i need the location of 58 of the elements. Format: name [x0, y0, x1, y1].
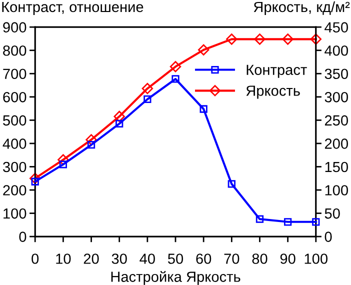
x-tick-label: 100 — [304, 254, 328, 264]
y2-tick-label: 0 — [324, 232, 332, 242]
x-tick-label: 70 — [224, 254, 240, 264]
y-tick-label: 400 — [2, 138, 26, 149]
y2-tick-label: 450 — [324, 22, 348, 33]
y2-tick-label: 50 — [324, 208, 340, 219]
point — [200, 105, 208, 113]
x-tick-label: 50 — [168, 254, 184, 264]
point — [312, 218, 320, 226]
y2-tick-label: 400 — [324, 45, 348, 56]
y-tick-label: 0 — [19, 232, 26, 242]
y2-axis-title: Яркость, кд/м² — [254, 1, 350, 16]
point — [256, 215, 264, 223]
x-tick-label: 60 — [196, 254, 212, 264]
point — [172, 75, 180, 83]
y-tick-label: 600 — [3, 92, 26, 102]
y-tick-label: 100 — [4, 208, 26, 219]
point — [282, 34, 294, 45]
y-axis-title: Контраст, отношение — [2, 2, 144, 16]
x-tick-label: 40 — [140, 254, 155, 264]
point — [114, 110, 125, 122]
point — [310, 34, 322, 45]
point — [254, 34, 266, 45]
y-tick-label: 700 — [3, 68, 26, 80]
point — [144, 95, 152, 104]
y2-tick-label: 350 — [324, 68, 348, 80]
point — [59, 160, 67, 168]
x-tick-label: 0 — [32, 254, 39, 264]
x-tick-label: 90 — [280, 254, 296, 264]
x-axis-title: Настройка Яркость — [111, 270, 240, 285]
point — [87, 141, 96, 149]
point — [198, 44, 210, 56]
point — [228, 180, 236, 188]
point — [86, 134, 97, 146]
y2-tick-label: 100 — [325, 185, 348, 196]
legend-label: Яркость — [246, 86, 300, 99]
y-tick-label: 500 — [3, 115, 26, 126]
y2-tick-label: 150 — [325, 162, 348, 172]
x-tick-label: 80 — [252, 254, 268, 264]
y-tick-label: 800 — [3, 45, 26, 56]
point — [284, 218, 292, 226]
y2-tick-label: 300 — [324, 92, 348, 102]
y2-tick-label: 200 — [324, 138, 348, 149]
point — [31, 178, 39, 186]
y-tick-label: 300 — [2, 162, 26, 172]
x-tick-label: 10 — [56, 254, 71, 264]
point — [29, 172, 41, 184]
y-tick-label: 900 — [3, 22, 26, 33]
y-tick-label: 200 — [3, 185, 26, 196]
point — [58, 154, 69, 166]
point — [142, 82, 154, 94]
legend-label: Контраст — [246, 64, 307, 78]
point — [116, 120, 124, 128]
y2-tick-label: 250 — [324, 115, 348, 126]
x-tick-label: 20 — [84, 254, 99, 264]
point — [226, 34, 238, 45]
point — [170, 61, 182, 72]
x-tick-label: 30 — [112, 254, 127, 264]
